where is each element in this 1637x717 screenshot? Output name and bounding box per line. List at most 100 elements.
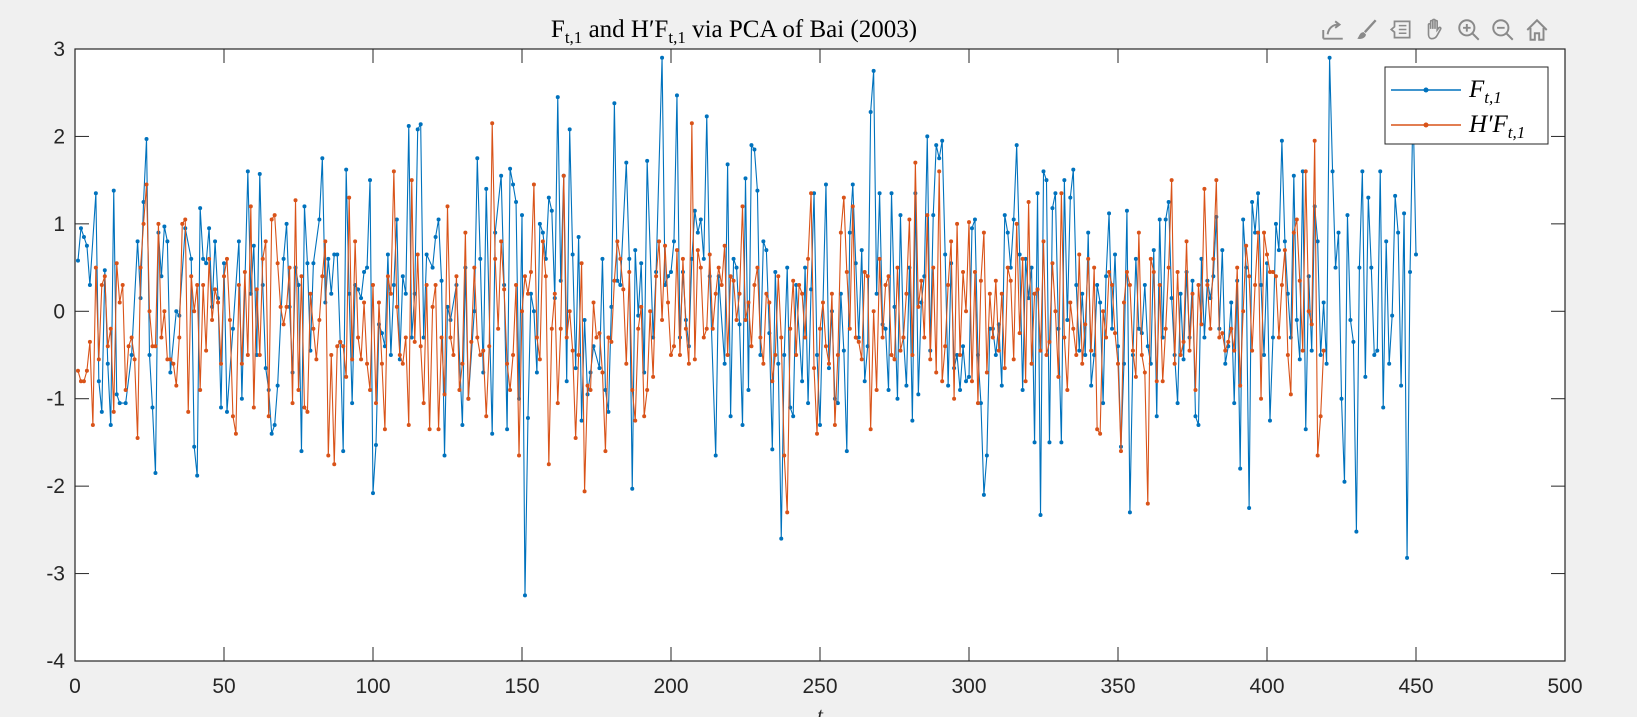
series-1-point	[859, 248, 864, 253]
series-2-point	[511, 353, 516, 357]
datatip-button[interactable]	[1386, 14, 1416, 46]
series-2-point	[582, 489, 587, 494]
series-2-point	[651, 374, 656, 379]
series-2-point	[1250, 348, 1255, 353]
series-2-point	[499, 239, 504, 244]
zoom-out-button[interactable]	[1488, 14, 1518, 46]
series-2-point	[508, 387, 513, 392]
series-1-point	[382, 344, 387, 349]
legend-marker-series-2	[1423, 122, 1429, 128]
series-2-point	[266, 414, 271, 419]
series-2-point	[904, 291, 909, 296]
series-2-point	[293, 198, 298, 203]
series-2-point	[1154, 379, 1159, 384]
series-1-point	[612, 101, 617, 106]
series-1-point	[150, 405, 155, 410]
series-2-point	[1002, 366, 1007, 371]
series-2-point	[1282, 248, 1287, 253]
series-2-point	[1056, 374, 1061, 379]
series-2-point	[1062, 335, 1067, 340]
series-2-point	[633, 418, 638, 423]
series-2-point	[406, 422, 411, 427]
x-tick-label: 200	[653, 675, 688, 698]
series-2-point	[660, 318, 665, 323]
series-1-point	[636, 313, 641, 318]
series-2-point	[663, 243, 668, 248]
series-1-point	[925, 134, 930, 139]
series-1-point	[1267, 418, 1272, 423]
export-icon	[1322, 20, 1343, 40]
series-2-point	[704, 326, 709, 331]
series-2-point	[910, 353, 915, 357]
series-2-point	[674, 248, 679, 253]
series-2-point	[1089, 348, 1094, 353]
series-1-point	[1065, 318, 1070, 323]
series-1-point	[391, 283, 396, 288]
series-2-point	[204, 348, 209, 353]
series-1-point	[698, 217, 703, 222]
series-2-point	[931, 265, 936, 270]
series-1-point	[978, 401, 983, 406]
series-2-point	[198, 387, 203, 392]
series-2-point	[394, 304, 399, 309]
series-2-point	[540, 239, 545, 244]
series-2-point	[144, 182, 149, 187]
series-2-point	[856, 339, 861, 344]
series-1-point	[1086, 230, 1091, 235]
series-1-point	[1059, 440, 1064, 445]
series-2-point	[677, 353, 682, 357]
series-2-point	[120, 283, 125, 288]
series-2-point	[1265, 252, 1269, 257]
pan-button[interactable]	[1420, 14, 1450, 46]
series-2-point	[1187, 348, 1192, 353]
series-1-point	[1050, 206, 1055, 211]
chart-title: Ft,1 and H′Ft,1 via PCA of Bai (2003)	[551, 16, 917, 47]
series-2-point	[376, 300, 381, 305]
series-2-point	[701, 335, 706, 340]
series-2-point	[1116, 361, 1120, 366]
series-2-point	[937, 169, 942, 174]
series-2-point	[955, 221, 960, 226]
series-1-point	[499, 173, 504, 178]
series-1-point	[1342, 479, 1347, 484]
axes-toolbar	[1318, 12, 1552, 48]
series-1-point	[108, 422, 113, 427]
series-2-point	[254, 287, 259, 292]
series-2-point	[755, 265, 760, 270]
legend[interactable]: Ft,1 H′Ft,1	[1384, 66, 1549, 145]
series-1-point	[1330, 169, 1335, 174]
series-1-point	[305, 261, 310, 266]
series-2-point	[192, 309, 197, 314]
series-2-point	[242, 269, 247, 274]
zoom-in-button[interactable]	[1454, 14, 1484, 46]
series-1-point	[564, 379, 569, 384]
series-2-point	[761, 361, 766, 366]
export-button[interactable]	[1318, 14, 1348, 46]
series-2-point	[1077, 252, 1082, 257]
series-1-point	[1068, 195, 1073, 200]
series-1-point	[114, 392, 119, 397]
series-1-point	[436, 217, 441, 222]
series-2-point	[1196, 283, 1201, 288]
series-2-point	[1023, 379, 1028, 384]
series-1-point	[317, 217, 322, 222]
series-2-point	[901, 335, 906, 340]
series-1-point	[198, 206, 203, 211]
legend-marker-series-1	[1423, 87, 1429, 93]
series-2-point	[1166, 265, 1171, 270]
series-1-point	[1077, 348, 1082, 353]
series-2-point	[433, 283, 438, 288]
series-1-point	[770, 447, 775, 452]
series-2-point	[809, 191, 814, 196]
home-button[interactable]	[1522, 14, 1552, 46]
series-2-point	[1241, 309, 1246, 314]
brush-button[interactable]	[1352, 14, 1382, 46]
series-2-point	[531, 182, 536, 187]
series-1-point	[439, 278, 444, 283]
series-1-point	[475, 156, 480, 161]
series-1-point	[350, 401, 355, 406]
series-1-point	[999, 383, 1004, 388]
series-1-point	[576, 234, 581, 239]
series-2-point	[159, 335, 164, 340]
series-2-point	[1092, 265, 1097, 270]
